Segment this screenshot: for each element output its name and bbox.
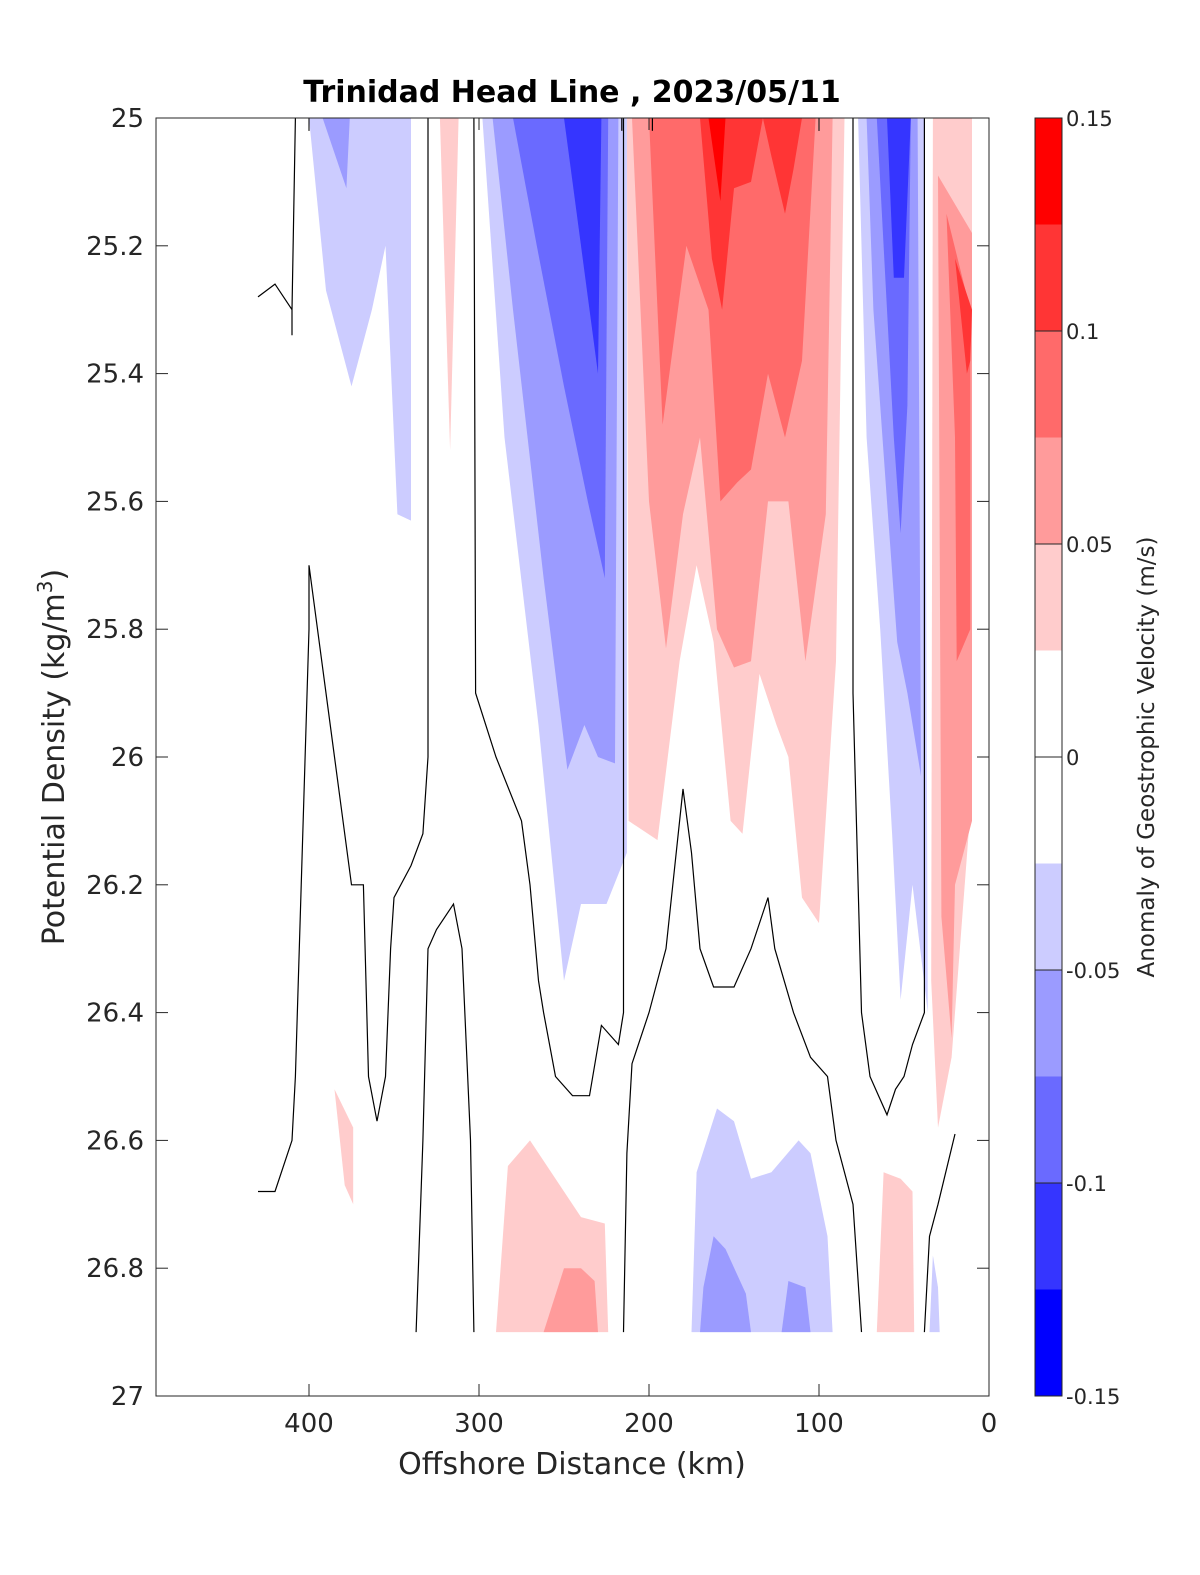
colorbar: 0.15 0.1 0.05 0 -0.05 -0.1 -0.15 — [1034, 107, 1120, 1409]
colorbar-tick-label: 0.15 — [1066, 107, 1113, 131]
plot-area: 400 300 200 100 0 25 25.2 25.4 25.6 25.8 26 26.2 26… — [86, 104, 997, 1439]
y-tick-label: 26.4 — [86, 999, 144, 1029]
contour-region-26 — [876, 1172, 915, 1333]
zero-contour-line-2 — [258, 118, 429, 1193]
colorbar-level-0 — [1035, 118, 1062, 225]
x-tick-label: 400 — [284, 1409, 334, 1439]
colorbar-tick-label: -0.15 — [1066, 1385, 1120, 1409]
zero-contour-line-0 — [257, 118, 296, 336]
y-axis-title: Potential Density (kg/m3) — [33, 569, 72, 945]
y-axis-title-superscript: 3 — [33, 580, 57, 593]
y-axis-title-text: Potential Density (kg/m — [37, 593, 72, 945]
colorbar-tick-label: 0 — [1066, 746, 1079, 770]
contour-region-24 — [700, 1236, 751, 1333]
contour-region-27 — [929, 1255, 940, 1333]
y-tick-label: 25.4 — [86, 360, 144, 390]
contour-region-0 — [309, 118, 411, 521]
y-tick-label: 26 — [111, 743, 144, 773]
contour-region-2 — [439, 118, 459, 451]
x-tick-label: 200 — [624, 1409, 674, 1439]
colorbar-level-10 — [1035, 1289, 1062, 1396]
colorbar-level-6 — [1035, 863, 1062, 970]
x-tick-label: 0 — [981, 1409, 998, 1439]
colorbar-tick-label: 0.05 — [1066, 533, 1113, 557]
y-tick-label: 27 — [111, 1382, 144, 1412]
contour-region-25 — [781, 1281, 811, 1333]
y-tick-label: 25.2 — [86, 232, 144, 262]
colorbar-level-8 — [1035, 1076, 1062, 1183]
contour-region-6 — [564, 118, 602, 374]
zero-contour-line-7 — [923, 1133, 956, 1333]
colorbar-level-2 — [1035, 331, 1062, 438]
colorbar-tick-label: -0.05 — [1066, 959, 1120, 983]
y-tick-label: 25.6 — [86, 487, 144, 517]
colorbar-level-7 — [1035, 970, 1062, 1077]
x-axis-title: Offshore Distance (km) — [398, 1447, 746, 1482]
x-tick-label: 100 — [794, 1409, 844, 1439]
y-tick-label: 25.8 — [86, 615, 144, 645]
contour-fill-layer — [309, 118, 972, 1333]
x-tick-label: 300 — [454, 1409, 504, 1439]
contour-region-11 — [708, 118, 726, 202]
colorbar-tick-label: 0.1 — [1066, 320, 1099, 344]
zero-contour-line-4 — [415, 902, 475, 1333]
colorbar-level-3 — [1035, 437, 1062, 544]
y-tick-label: 26.8 — [86, 1254, 144, 1284]
chart-title: Trinidad Head Line , 2023/05/11 — [303, 75, 840, 110]
zero-contour-line-3 — [473, 118, 625, 1097]
contour-region-15 — [887, 118, 911, 278]
colorbar-title: Anomaly of Geostrophic Velocity (m/s) — [1134, 537, 1160, 978]
zero-contour-line-6 — [852, 118, 926, 1117]
y-tick-label: 26.2 — [86, 871, 144, 901]
contour-region-1 — [322, 118, 350, 189]
x-axis: 400 300 200 100 0 — [284, 118, 997, 1439]
contour-region-10 — [700, 118, 802, 310]
y-axis: 25 25.2 25.4 25.6 25.8 26 26.2 26.4 26.6 26.8 27 — [86, 104, 989, 1412]
y-axis-title-close: ) — [37, 569, 72, 581]
y-tick-label: 26.6 — [86, 1126, 144, 1156]
y-tick-label: 25 — [111, 104, 144, 134]
contour-region-9 — [649, 118, 816, 502]
colorbar-levels — [1035, 118, 1062, 1396]
colorbar-level-9 — [1035, 1183, 1062, 1290]
contour-region-19 — [955, 258, 972, 374]
contour-region-22 — [543, 1268, 598, 1333]
colorbar-level-1 — [1035, 224, 1062, 331]
colorbar-ticks: 0.15 0.1 0.05 0 -0.05 -0.1 -0.15 — [1035, 107, 1120, 1409]
colorbar-tick-label: -0.1 — [1066, 1172, 1107, 1196]
zero-contour-layer — [257, 118, 956, 1333]
colorbar-level-4 — [1035, 544, 1062, 651]
contour-region-20 — [334, 1089, 354, 1205]
zero-contour-line-5 — [622, 788, 863, 1333]
